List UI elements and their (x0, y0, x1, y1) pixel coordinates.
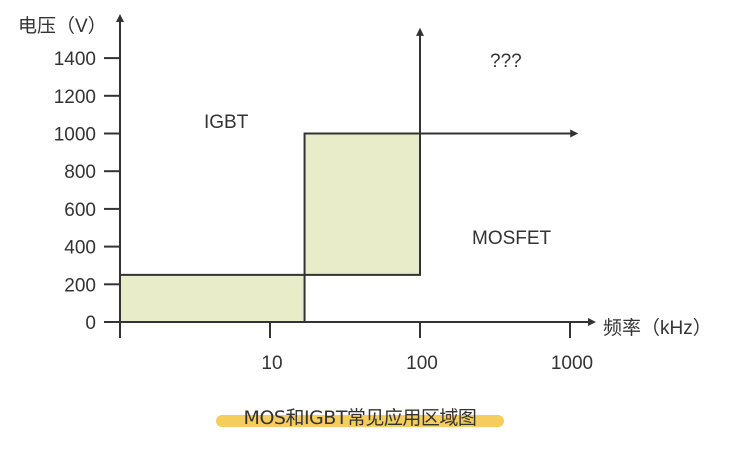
caption-text: MOS和IGBT常见应用区域图 (243, 407, 477, 429)
x-tick-label: 1000 (551, 353, 593, 374)
overlap-box-0 (119, 273, 306, 323)
region-label-mosfet: MOSFET (472, 228, 552, 249)
region-label-igbt: IGBT (204, 112, 249, 133)
caption: MOS和IGBT常见应用区域图 (212, 400, 508, 430)
x-tick-label: 100 (406, 353, 438, 374)
y-tick-label: 0 (85, 313, 96, 334)
caption-highlight (216, 415, 504, 427)
y-tick-label: 600 (64, 200, 96, 221)
y-tick-label: 200 (64, 275, 96, 296)
y-tick-label: 400 (64, 238, 96, 259)
y-tick-label: 1200 (54, 87, 96, 108)
y-tick-label: 1400 (54, 49, 96, 70)
y-tick-label: 800 (64, 162, 96, 183)
y-axis-label: 电压（V） (18, 15, 107, 37)
y-tick-label: 1000 (54, 125, 96, 146)
x-axis-label: 频率（kHz） (603, 317, 712, 339)
overlap-box-1 (303, 132, 422, 276)
region-label-unknown: ??? (490, 51, 522, 72)
x-tick-label: 10 (261, 353, 282, 374)
